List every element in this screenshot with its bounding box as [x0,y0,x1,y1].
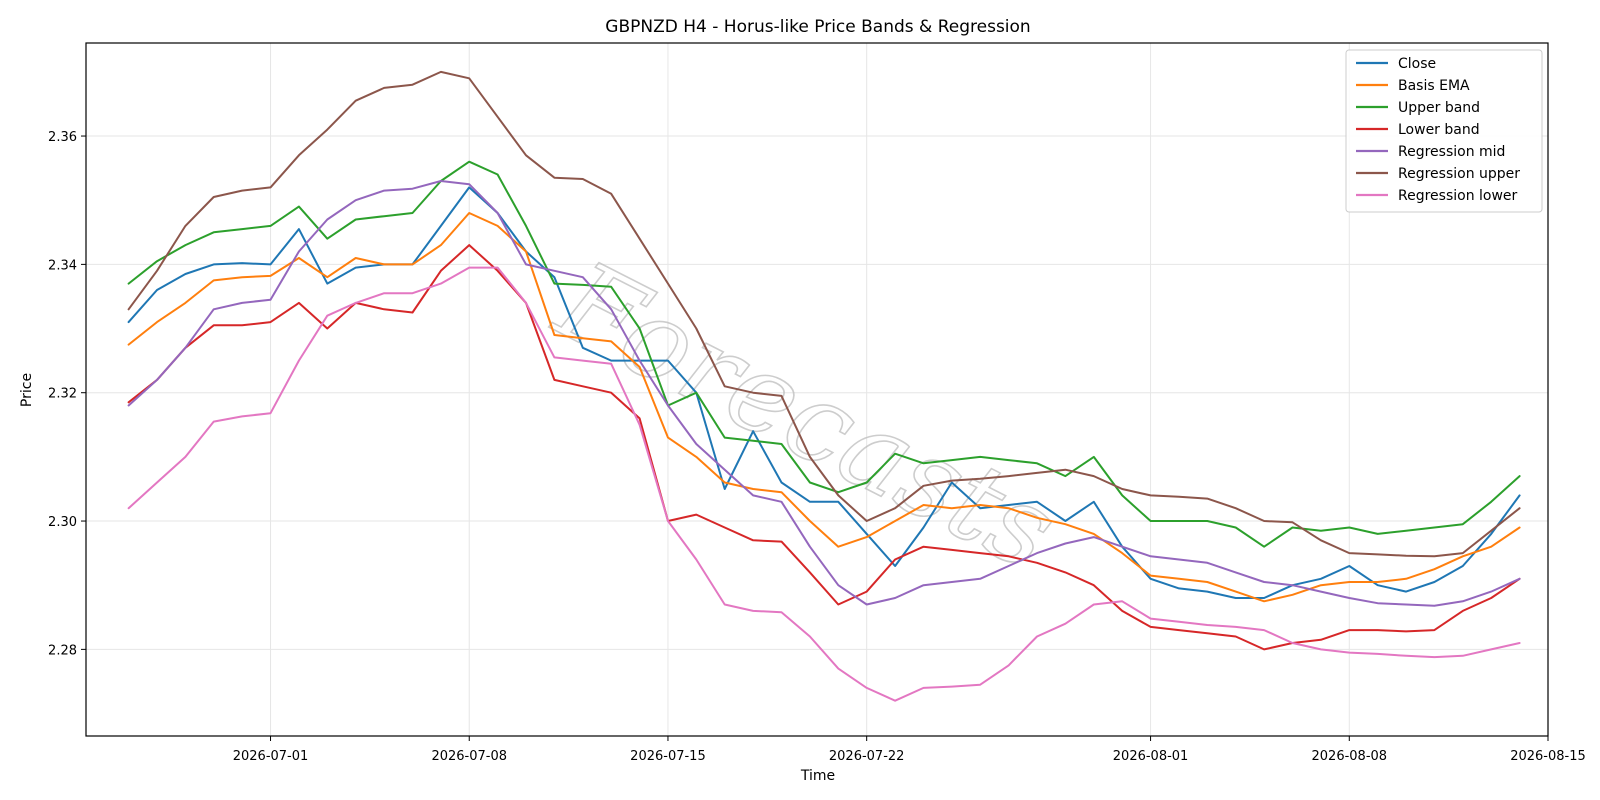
series-upper-band-line [127,160,1521,548]
x-tick-label: 2026-07-01 [233,749,309,764]
legend-entry-upper-band: Upper band [1398,100,1480,116]
legend-entry-close: Close [1398,56,1436,72]
chart-title: GBPNZD H4 - Horus-like Price Bands & Reg… [605,17,1030,37]
y-axis: 2.28 2.30 2.32 2.34 2.36 [48,130,86,658]
x-axis: 2026-07-01 2026-07-08 2026-07-15 2026-07-22… [233,736,1586,764]
y-tick-label: 2.32 [48,387,77,402]
series-regression-lower-line [127,266,1521,702]
series-lines [127,70,1521,702]
series-lower-band-line [127,244,1521,651]
legend-entry-regression-upper: Regression upper [1398,166,1520,182]
x-tick-label: 2026-08-15 [1510,749,1586,764]
x-tick-label: 2026-07-22 [829,749,905,764]
legend-entry-lower-band: Lower band [1398,122,1480,138]
legend-entry-basis-ema: Basis EMA [1398,78,1470,94]
y-tick-label: 2.28 [48,643,77,658]
x-tick-label: 2026-08-08 [1312,749,1388,764]
legend-entry-regression-mid: Regression mid [1398,144,1505,160]
legend-entry-regression-lower: Regression lower [1398,188,1518,204]
y-tick-label: 2.34 [48,258,77,273]
legend: Close Basis EMA Upper band Lower band Regres… [1345,49,1543,213]
y-axis-label: Price [19,373,35,407]
series-close-line [127,186,1521,599]
plot-frame [85,42,1549,737]
x-axis-label: Time [800,768,835,784]
legend-box [1345,49,1543,213]
x-tick-label: 2026-08-01 [1113,749,1189,764]
x-tick-label: 2026-07-15 [630,749,706,764]
series-basis-ema-line [127,212,1521,603]
y-tick-label: 2.36 [48,130,77,145]
series-regression-mid-line [127,180,1521,607]
y-tick-label: 2.30 [48,515,77,530]
series-regression-upper-line [127,70,1521,558]
x-tick-label: 2026-07-08 [431,749,507,764]
